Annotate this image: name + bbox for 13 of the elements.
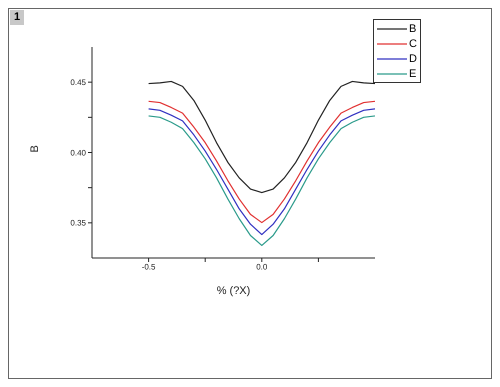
y-tick-label: 0.45 <box>70 78 87 88</box>
legend-label: D <box>409 52 417 64</box>
text: 1 <box>10 10 24 25</box>
x-tick-label: -0.5 <box>142 262 156 272</box>
x-axis-title: % (?X) <box>216 285 250 297</box>
x-tick-label: 0.0 <box>256 262 268 272</box>
legend-label: C <box>409 38 417 50</box>
legend-label: E <box>409 68 416 80</box>
line-series <box>148 80 375 194</box>
y-tick-label: 0.35 <box>70 218 87 228</box>
legend-label: B <box>409 22 416 34</box>
y-axis-title: B <box>28 145 41 152</box>
y-tick-label: 0.40 <box>70 148 87 158</box>
